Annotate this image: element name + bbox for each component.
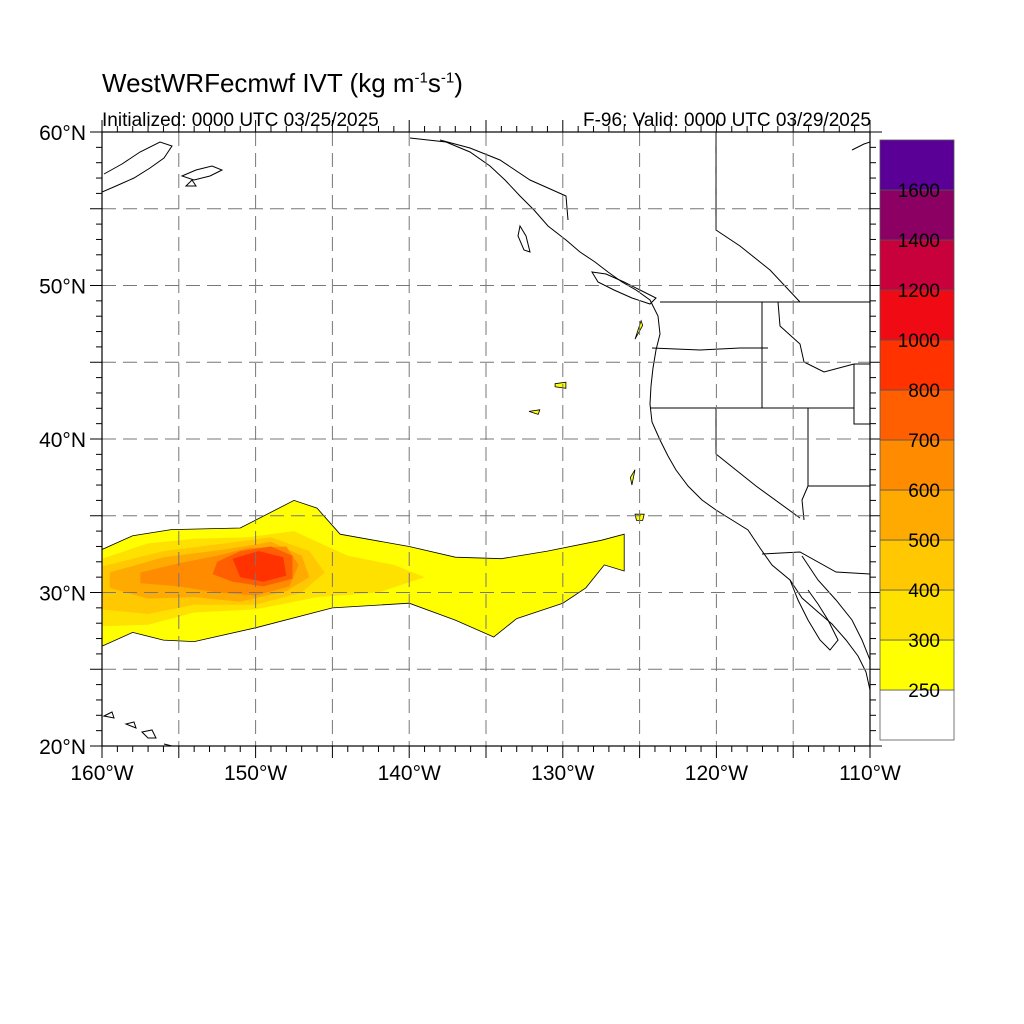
initialized-label: Initialized: 0000 UTC 03/25/2025: [102, 110, 379, 131]
baja-california-coastline: [789, 579, 839, 651]
colorbar-swatch: [879, 489, 955, 541]
colorbar-swatch: [879, 289, 955, 341]
colorbar-swatch: [879, 689, 955, 741]
coastline-layer: [102, 137, 870, 746]
valid-time-label: F-96: Valid: 0000 UTC 03/29/2025: [583, 110, 871, 131]
arizona-border: [801, 408, 870, 521]
lon-tick-label: 110°W: [839, 762, 901, 785]
ivt-region-250-11: [528, 409, 541, 415]
lon-tick-label: 120°W: [685, 762, 748, 785]
gulf-of-california-coastline: [801, 555, 870, 661]
haida-gwaii: [517, 224, 531, 253]
colorbar-swatch: [879, 189, 955, 241]
title-units: (kg m-1s-1): [349, 68, 463, 98]
utah-border: [853, 363, 870, 425]
vancouver-island: [591, 271, 657, 305]
title-variable: IVT: [302, 68, 343, 98]
colorbar-label: 250: [908, 681, 940, 702]
colorbar-label: 700: [908, 431, 940, 452]
ivt-region-800-6: [232, 551, 287, 582]
idaho-border: [761, 301, 855, 408]
lat-tick-label: 20°N: [39, 736, 86, 759]
axis-ticks-layer: [90, 120, 882, 758]
alaska-islands: [180, 165, 224, 187]
north-america-coastline: [409, 137, 870, 691]
yukon-ridge: [851, 141, 870, 151]
lon-tick-label: 150°W: [224, 762, 287, 785]
lon-tick-label: 140°W: [378, 762, 441, 785]
lat-tick-label: 60°N: [39, 122, 86, 145]
lon-tick-label: 130°W: [531, 762, 594, 785]
graticule-layer: [102, 132, 870, 746]
map-title: WestWRFecmwf IVT (kg m-1s-1): [102, 70, 463, 96]
ivt-region-250-10: [554, 381, 567, 389]
colorbar-label: 1400: [898, 231, 940, 252]
lat-tick-label: 30°N: [39, 583, 86, 606]
colorbar-swatch: [879, 539, 955, 591]
colorbar-label: 500: [908, 531, 940, 552]
colorbar-swatch: [879, 589, 955, 641]
nevada-border: [715, 408, 801, 519]
lat-tick-label: 50°N: [39, 276, 86, 299]
colorbar-swatch: [879, 389, 955, 441]
washington-oregon-border: [651, 347, 768, 351]
bc-alberta-border: [715, 132, 801, 303]
colorbar-label: 600: [908, 481, 940, 502]
colorbar-label: 300: [908, 631, 940, 652]
colorbar-label: 1200: [898, 281, 940, 302]
ivt-field-layer: [102, 319, 645, 647]
ivt-region-250-8: [629, 469, 636, 486]
colorbar-swatch: [879, 639, 955, 691]
colorbar-swatch: [879, 139, 955, 191]
axis-tick-labels: 160°W 150°W 140°W 130°W 120°W 110°W 20°N 30°N 40…: [39, 122, 901, 785]
ivt-colorbar: 250 300 400 500 600 700 800 1000 1200 1400 1600: [879, 139, 955, 741]
alaska-canada-border: [439, 139, 569, 221]
colorbar-label: 400: [908, 581, 940, 602]
ivt-region-250-9: [634, 319, 644, 340]
lat-tick-label: 40°N: [39, 429, 86, 452]
colorbar-label: 1600: [898, 181, 940, 202]
colorbar-label: 800: [908, 381, 940, 402]
hawaii-islands: [102, 711, 176, 746]
political-borders-layer: [439, 132, 870, 575]
lon-tick-label: 160°W: [70, 762, 133, 785]
colorbar-label: 1000: [898, 331, 940, 352]
us-mexico-border: [761, 551, 870, 575]
alaska-coastline: [102, 141, 173, 193]
title-model: WestWRFecmwf: [102, 68, 296, 98]
